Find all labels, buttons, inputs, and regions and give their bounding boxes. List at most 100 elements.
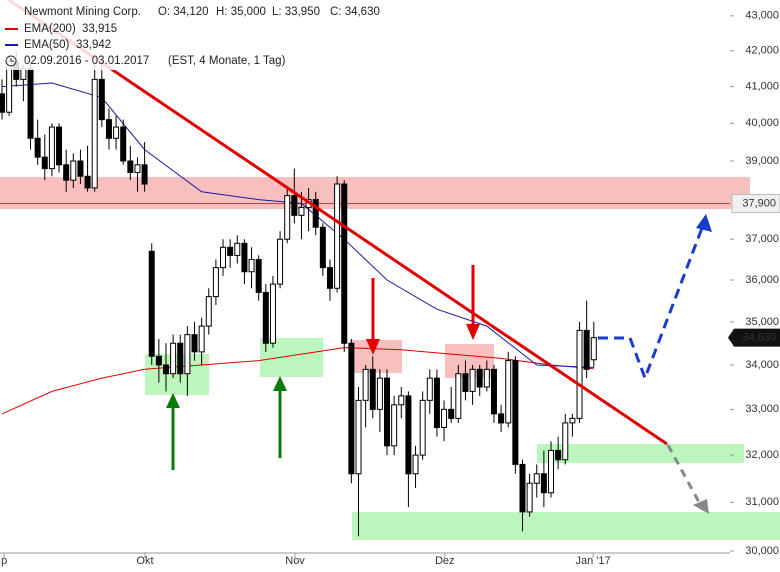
candle-body (426, 377, 433, 401)
y-tick-label: 33,000 (745, 403, 779, 415)
level-label-box (731, 194, 780, 214)
candle-body (248, 258, 255, 273)
candle-body (241, 242, 248, 273)
arrow-head (696, 214, 712, 232)
forecast-up (598, 227, 704, 383)
candle-body (205, 296, 212, 327)
candle-body (476, 368, 483, 388)
support-zone (352, 512, 780, 540)
y-tick-label: 32,000 (745, 449, 779, 461)
candle-body (412, 454, 419, 475)
candle-body (105, 119, 112, 139)
ema-line (1, 82, 594, 368)
candle-body (148, 250, 155, 357)
arrows-up (166, 376, 287, 470)
candle-body (455, 373, 462, 419)
y-tick-label: 30,000 (745, 545, 779, 557)
candle-body (298, 206, 305, 216)
y-tick-label: 31,000 (745, 496, 779, 508)
legend-title: Newmont Mining Corp. (24, 6, 141, 18)
candle-body (20, 68, 27, 80)
candle-body (398, 395, 405, 406)
candle-body (355, 399, 362, 475)
candle-body (220, 246, 227, 269)
candle-body (48, 126, 55, 170)
resistance-zone (0, 177, 750, 209)
candle-body (291, 195, 298, 216)
candle-body (569, 417, 576, 424)
candle-body (441, 408, 448, 428)
y-tick-label: 37,000 (745, 233, 779, 245)
candle-body (77, 160, 84, 177)
y-tick-label: 36,000 (745, 274, 779, 286)
candle-body (469, 368, 476, 392)
candle-body (98, 78, 105, 121)
candle-body (341, 183, 348, 344)
legend: Newmont Mining Corp. O: 34,120 H: 35,000… (0, 0, 380, 70)
arrow-head (693, 499, 709, 514)
candle-body (505, 360, 512, 424)
candle-body (576, 329, 583, 419)
support-box (260, 338, 323, 377)
ohlc: L: 33,950 (272, 6, 320, 18)
x-tick-label: Jan '17 (576, 555, 611, 567)
candle-body (583, 329, 590, 370)
x-tick-label: Okt (136, 555, 153, 567)
candle-body (540, 473, 547, 494)
candle-body (462, 373, 469, 392)
y-tick-label: 35,000 (745, 316, 779, 328)
candle-body (177, 342, 184, 375)
candle-body (269, 283, 276, 344)
candle-body (191, 334, 198, 353)
candle-body (255, 258, 262, 293)
candle-body (120, 126, 127, 162)
candle-body (27, 68, 34, 139)
candle-body (483, 368, 490, 388)
candle-body (348, 342, 355, 475)
candle-body (155, 355, 162, 366)
candle-body (362, 368, 369, 401)
candle-body (490, 368, 497, 415)
candle-body (284, 195, 291, 240)
candle-body (526, 482, 533, 513)
y-tick-label: 42,000 (745, 45, 779, 57)
candle-body (84, 175, 91, 189)
candle-body (277, 238, 284, 285)
legend-value: 33,915 (82, 23, 117, 35)
candle-body (419, 399, 426, 456)
candle-body (134, 164, 141, 173)
candle-body (533, 473, 540, 484)
candle-body (498, 413, 505, 424)
level-label: 37,900 (742, 197, 776, 209)
candle-body (34, 137, 41, 158)
candle-body (512, 360, 519, 465)
ema-line (1, 347, 594, 415)
candle-body (555, 449, 562, 461)
forecast-down (666, 444, 702, 505)
candle-body (590, 337, 597, 361)
candle-body (127, 160, 134, 173)
candle-body (326, 267, 333, 289)
candle-body (184, 334, 191, 375)
period: 02.09.2016 - 03.01.2017 (24, 55, 149, 67)
candle-body (433, 377, 440, 428)
y-tick-label: 43,000 (745, 10, 779, 22)
candle-body (63, 164, 70, 181)
candle-body (448, 408, 455, 419)
candle-body (141, 164, 148, 185)
candle-body (91, 78, 98, 189)
candle-body (405, 395, 412, 475)
arrows-down (366, 265, 480, 355)
ohlc: H: 35,000 (216, 6, 266, 18)
legend-value: 33,942 (76, 39, 111, 51)
candle-body (162, 364, 169, 375)
candle-body (227, 246, 234, 256)
candle-body (519, 463, 526, 513)
candle-body (262, 291, 269, 344)
candle-body (376, 377, 383, 410)
candle-body (391, 404, 398, 447)
candle-body (170, 342, 177, 375)
candle-body (369, 368, 376, 410)
support-box (145, 354, 209, 395)
last-price-box (728, 328, 780, 347)
